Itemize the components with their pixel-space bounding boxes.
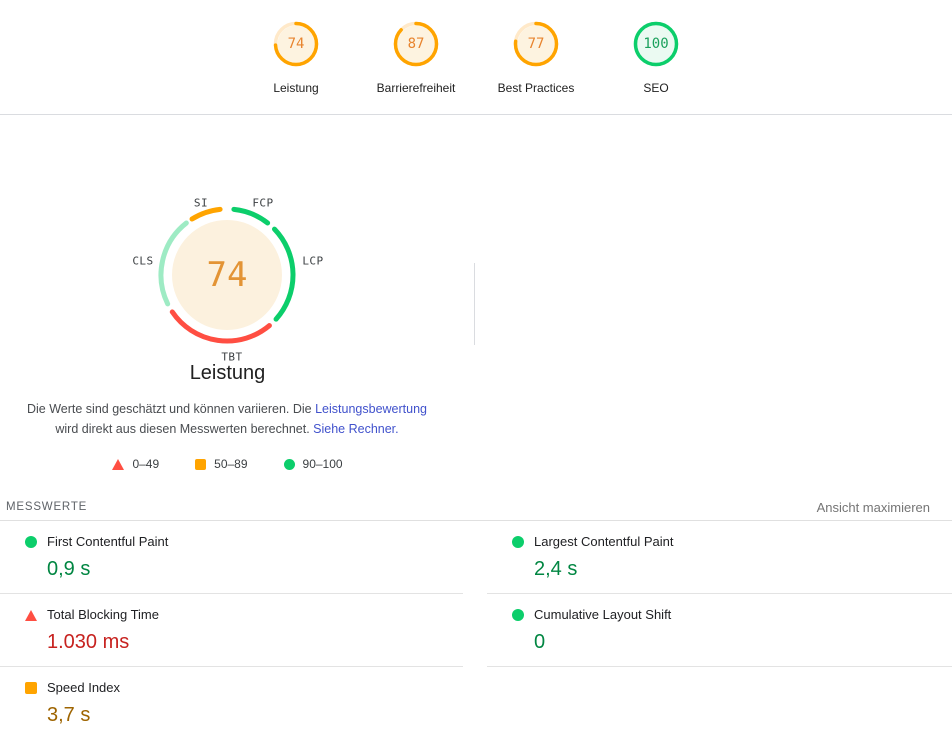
expand-view-button[interactable]: Ansicht maximieren (816, 499, 930, 515)
average-square-icon (25, 682, 37, 694)
metric-acronym-si: SI (193, 196, 209, 210)
score-gauge-ring: 87 (392, 20, 440, 68)
pass-circle-icon (512, 609, 524, 621)
score-gauge-ring: 100 (632, 20, 680, 68)
metric-acronym-cls: CLS (132, 254, 154, 268)
metric-item-first-contentful-paint: First Contentful Paint 0,9 s (0, 521, 463, 594)
pass-circle-icon (25, 536, 37, 548)
metrics-header: MESSWERTE Ansicht maximieren (0, 494, 952, 521)
category-gauge-best-practices[interactable]: 77 Best Practices (476, 20, 596, 114)
metric-name: Speed Index (47, 680, 121, 695)
gauge-ring-svg (273, 21, 319, 67)
metric-acronym-fcp: FCP (252, 196, 274, 210)
metric-value: 0,9 s (47, 558, 91, 580)
metric-name: Largest Contentful Paint (534, 534, 674, 549)
score-gauge-ring: 77 (512, 20, 560, 68)
pass-circle-icon (283, 458, 295, 470)
metric-acronym-tbt: TBT (221, 350, 243, 364)
category-scores-header: 74 Leistung 87 Barrierefreiheit (0, 0, 952, 115)
metric-acronym-lcp: LCP (302, 254, 324, 268)
performance-section-title: Leistung (189, 362, 266, 384)
category-score-value: 77 (527, 36, 545, 52)
legend-item-fail: 0–49 (112, 457, 159, 471)
disclaimer-text: wird direkt aus diesen Messwerten berech… (55, 422, 314, 436)
metric-value: 3,7 s (47, 704, 91, 726)
metrics-grid: First Contentful Paint 0,9 s Largest Con… (0, 521, 952, 738)
performance-score-value: 74 (206, 255, 248, 295)
metric-value: 0 (534, 631, 546, 653)
metric-item-largest-contentful-paint: Largest Contentful Paint 2,4 s (487, 521, 952, 594)
legend-range: 0–49 (132, 457, 160, 471)
gauge-ring-svg (393, 21, 439, 67)
category-score-value: 100 (643, 36, 669, 52)
gauge-ring-svg (513, 21, 559, 67)
legend-item-average: 50–89 (195, 457, 248, 471)
category-label: Leistung (273, 81, 319, 95)
score-legend: 0–49 50–89 90–100 (0, 457, 455, 471)
performance-gauge-svg (158, 206, 296, 344)
category-gauge-leistung[interactable]: 74 Leistung (236, 20, 356, 114)
metric-name: First Contentful Paint (47, 534, 169, 549)
metric-name: Total Blocking Time (47, 607, 159, 622)
metrics-section: MESSWERTE Ansicht maximieren First Conte… (0, 494, 952, 738)
gauge-ring-svg (633, 21, 679, 67)
legend-range: 50–89 (214, 457, 248, 471)
calculator-link[interactable]: Siehe Rechner. (313, 422, 399, 436)
scoring-link[interactable]: Leistungsbewertung (315, 402, 427, 416)
pass-circle-icon (512, 536, 524, 548)
category-gauge-seo[interactable]: 100 SEO (596, 20, 716, 114)
category-label: SEO (643, 81, 669, 95)
metric-item-speed-index: Speed Index 3,7 s (0, 667, 463, 738)
metric-item-total-blocking-time: Total Blocking Time 1.030 ms (0, 594, 463, 667)
category-gauge-barrierefreiheit[interactable]: 87 Barrierefreiheit (356, 20, 476, 114)
average-square-icon (195, 458, 207, 470)
metric-value: 1.030 ms (47, 631, 130, 653)
score-gauge-ring: 74 (272, 20, 320, 68)
legend-item-pass: 90–100 (283, 457, 343, 471)
vertical-divider (474, 263, 475, 345)
metrics-section-title: MESSWERTE (6, 501, 88, 513)
disclaimer-text: Die Werte sind geschätzt und können vari… (26, 402, 316, 416)
category-label: Barrierefreiheit (376, 81, 456, 95)
category-score-value: 87 (407, 36, 425, 52)
performance-gauge: 74 (147, 195, 307, 355)
fail-triangle-icon (112, 458, 125, 470)
legend-range: 90–100 (302, 457, 343, 471)
category-score-value: 74 (287, 36, 305, 52)
fail-triangle-icon (25, 609, 37, 621)
category-label: Best Practices (497, 81, 575, 95)
metric-value: 2,4 s (534, 558, 578, 580)
metric-name: Cumulative Layout Shift (534, 607, 672, 622)
metric-item-cumulative-layout-shift: Cumulative Layout Shift 0 (487, 594, 952, 667)
performance-disclaimer: Die Werte sind geschätzt und können vari… (17, 399, 437, 439)
